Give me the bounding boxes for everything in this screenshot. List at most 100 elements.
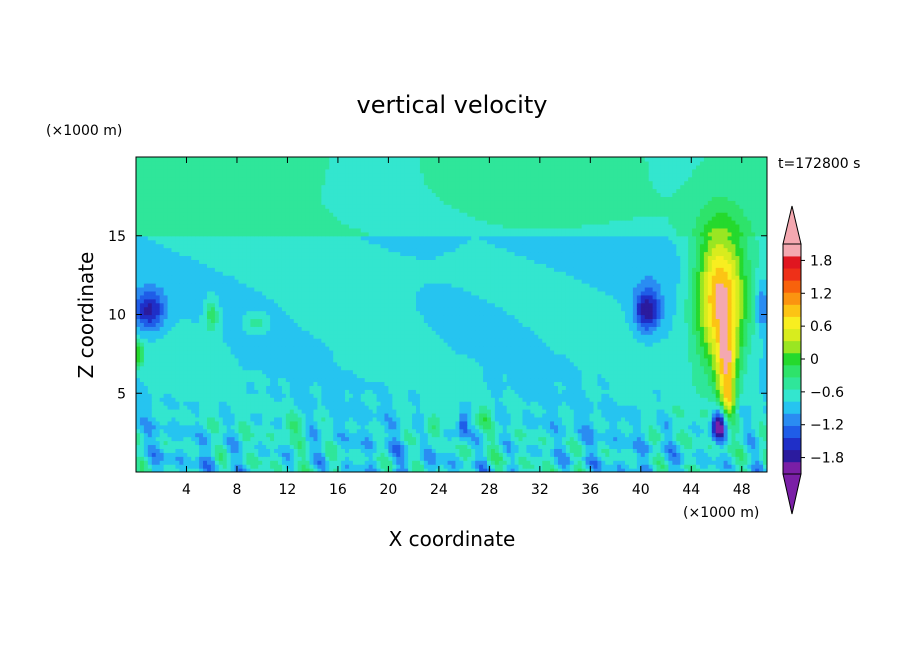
field-cell (412, 365, 417, 371)
field-cell (680, 432, 685, 438)
field-cell (723, 452, 729, 457)
field-cell (277, 361, 283, 367)
field-cell (246, 464, 251, 469)
field-cell (617, 420, 622, 426)
field-cell (557, 405, 563, 410)
field-cell (534, 432, 539, 438)
field-cell (183, 416, 188, 422)
field-cell (550, 460, 555, 465)
field-cell (483, 464, 488, 469)
field-cell (625, 452, 630, 457)
field-cell (542, 456, 547, 461)
field-cell (660, 468, 666, 472)
field-cell (581, 440, 587, 446)
field-cell (356, 416, 362, 422)
field-cell (210, 440, 216, 446)
field-cell (613, 412, 618, 418)
field-cell (238, 389, 244, 394)
field-cell (463, 420, 468, 426)
field-cell (542, 353, 547, 359)
field-cell (550, 420, 555, 426)
field-cell (277, 468, 283, 472)
field-cell (147, 412, 153, 418)
field-cell (557, 369, 563, 375)
field-cell (274, 468, 279, 472)
field-cell (321, 393, 326, 398)
field-cell (546, 464, 551, 469)
field-cell (199, 452, 204, 457)
field-cell (459, 409, 464, 414)
field-cell (561, 460, 567, 465)
field-cell (522, 401, 528, 406)
field-cell (463, 369, 468, 375)
field-cell (199, 365, 204, 371)
field-cell (313, 401, 319, 406)
field-cell (656, 361, 662, 367)
field-cell (727, 412, 733, 418)
field-cell (234, 444, 240, 449)
field-cell (621, 385, 626, 390)
field-cell (380, 440, 386, 446)
field-cell (329, 353, 334, 359)
field-cell (459, 444, 464, 449)
field-cell (479, 436, 484, 442)
field-cell (636, 420, 642, 426)
field-cell (684, 436, 689, 442)
field-cell (502, 373, 508, 379)
field-cell (206, 428, 212, 434)
field-cell (506, 385, 512, 390)
field-cell (723, 444, 729, 449)
field-cell (526, 409, 531, 414)
field-cell (699, 349, 705, 355)
field-cell (301, 365, 307, 371)
field-cell (230, 393, 236, 398)
field-cell (210, 405, 216, 410)
field-cell (317, 357, 322, 363)
field-cell (447, 416, 453, 422)
field-cell (281, 452, 287, 457)
field-cell (581, 420, 587, 426)
field-cell (684, 409, 689, 414)
field-cell (471, 349, 476, 355)
field-cell (672, 373, 677, 379)
field-cell (486, 401, 492, 406)
field-cell (569, 420, 575, 426)
field-cell (538, 468, 543, 472)
field-cell (159, 405, 165, 410)
field-cell (494, 397, 500, 402)
field-cell (699, 460, 705, 465)
field-cell (368, 381, 374, 386)
field-cell (561, 373, 567, 379)
field-cell (222, 412, 228, 418)
field-cell (341, 432, 346, 438)
field-cell (479, 361, 484, 367)
field-cell (258, 381, 263, 386)
field-cell (459, 385, 464, 390)
field-cell (348, 428, 354, 434)
field-cell (262, 412, 267, 418)
field-cell (711, 460, 717, 465)
field-cell (218, 424, 224, 430)
field-cell (550, 365, 555, 371)
field-cell (494, 385, 500, 390)
field-cell (234, 369, 240, 375)
field-cell (136, 440, 141, 446)
field-cell (238, 381, 244, 386)
field-cell (270, 397, 275, 402)
field-cell (554, 349, 559, 355)
field-cell (463, 365, 468, 371)
field-cell (502, 432, 508, 438)
field-cell (364, 452, 370, 457)
field-cell (640, 357, 646, 363)
field-cell (408, 432, 413, 438)
field-cell (195, 409, 200, 414)
field-cell (483, 369, 488, 375)
field-cell (672, 397, 677, 402)
field-cell (538, 452, 543, 457)
field-cell (455, 416, 460, 422)
field-cell (656, 440, 662, 446)
field-cell (601, 456, 606, 461)
field-cell (561, 409, 567, 414)
field-cell (648, 365, 654, 371)
field-cell (648, 357, 654, 363)
